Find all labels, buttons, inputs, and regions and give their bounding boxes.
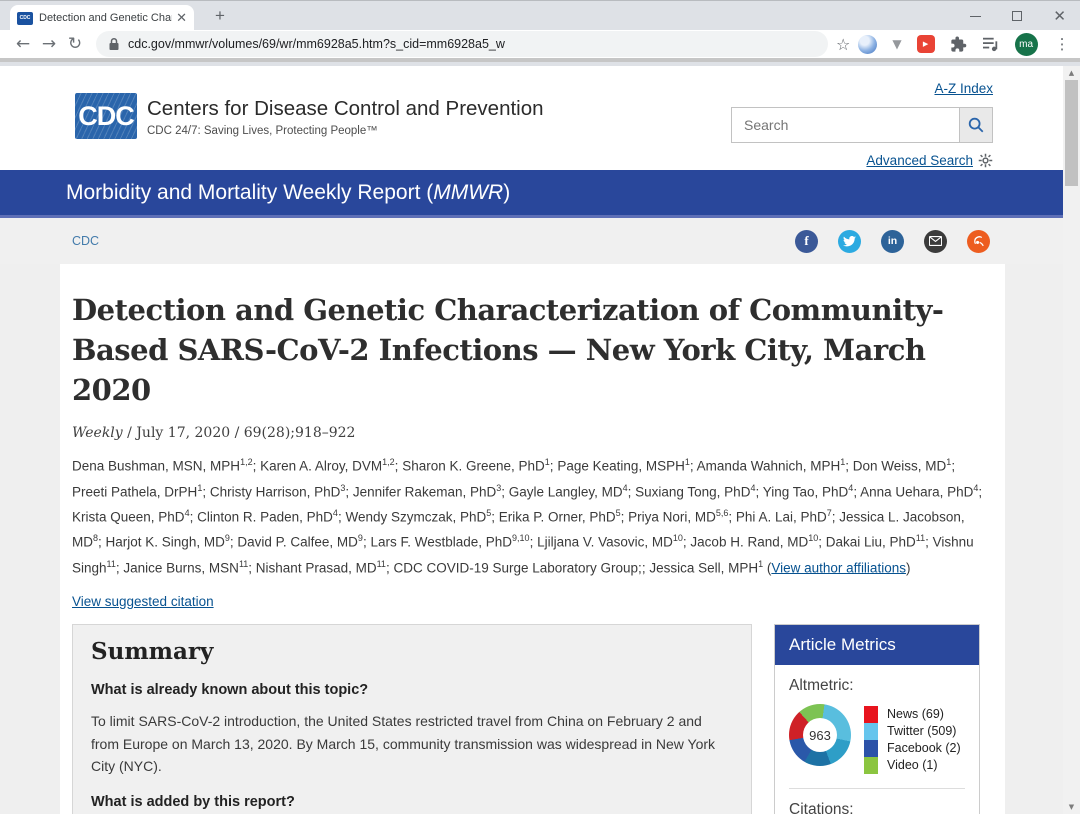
browser-menu-icon[interactable]: ⋮ [1054, 35, 1070, 53]
breadcrumb-strip: CDC f in [0, 218, 1063, 264]
agency-tagline: CDC 24/7: Saving Lives, Protecting Peopl… [147, 125, 378, 137]
author-list: Dena Bushman, MSN, MPH1,2; Karen A. Alro… [72, 457, 983, 576]
summary-heading: Summary [91, 638, 214, 666]
summary-question-1: What is already known about this topic? [91, 682, 369, 699]
legend-swatch [864, 757, 878, 775]
window-minimize-button[interactable] [970, 15, 982, 17]
lock-icon [109, 37, 119, 50]
altmetric-badge[interactable]: 963 [789, 704, 851, 767]
web-page: CDC Centers for Disease Control and Prev… [0, 66, 1063, 814]
legend-label: Twitter (509) [887, 724, 957, 739]
altmetric-score: 963 [809, 727, 831, 743]
cdc-logo[interactable]: CDC [75, 93, 137, 139]
article-metrics-heading: Article Metrics [775, 625, 979, 666]
profile-avatar[interactable]: ma [1014, 32, 1038, 56]
legend-swatch [864, 706, 878, 724]
content-background: Detection and Genetic Characterization o… [0, 264, 1063, 814]
facebook-icon[interactable]: f [795, 229, 818, 253]
search-button[interactable] [959, 107, 993, 143]
scroll-up-icon[interactable]: ▲ [1068, 69, 1075, 77]
article-card: Detection and Genetic Characterization o… [60, 264, 1005, 814]
citations-label: Citations: [789, 801, 854, 814]
window-close-button[interactable]: ✕ [1053, 7, 1066, 25]
playlist-icon[interactable] [982, 36, 1000, 52]
article-meta: Weekly / July 17, 2020 / 69(28);918–922 [72, 425, 356, 442]
cdc-site-header: CDC Centers for Disease Control and Prev… [0, 66, 1063, 170]
twitter-icon[interactable] [838, 229, 861, 253]
search-input[interactable] [731, 107, 959, 143]
altmetric-label: Altmetric: [789, 677, 854, 695]
legend-row: News (69) [864, 706, 961, 724]
browser-toolbar: ← → ↻ cdc.gov/mmwr/volumes/69/wr/mm6928a… [0, 30, 1080, 62]
extensions-puzzle-icon[interactable] [950, 35, 967, 53]
article-title: Detection and Genetic Characterization o… [72, 293, 944, 408]
cdc-favicon-icon: CDC [17, 11, 33, 25]
tab-close-icon[interactable]: ✕ [176, 10, 187, 26]
legend-row: Video (1) [864, 757, 961, 775]
address-bar[interactable]: cdc.gov/mmwr/volumes/69/wr/mm6928a5.htm?… [96, 31, 828, 57]
summary-box: Summary What is already known about this… [72, 624, 752, 814]
extension-blue-icon[interactable] [858, 34, 878, 54]
linkedin-icon[interactable]: in [881, 229, 904, 253]
forward-icon[interactable]: → [41, 34, 57, 54]
new-tab-button[interactable]: + [215, 6, 225, 25]
advanced-search-link[interactable]: Advanced Search [866, 153, 973, 168]
agency-name: Centers for Disease Control and Preventi… [147, 97, 544, 120]
scrollbar-thumb[interactable] [1065, 80, 1078, 186]
divider [789, 788, 965, 790]
breadcrumb-cdc-link[interactable]: CDC [72, 234, 100, 248]
bookmark-star-icon[interactable]: ☆ [836, 34, 851, 54]
browser-tab[interactable]: CDC Detection and Genetic Charact ✕ [10, 5, 194, 31]
legend-row: Facebook (2) [864, 740, 961, 758]
author-affiliations-link[interactable]: View author affiliations [771, 560, 906, 576]
legend-swatch [864, 740, 878, 758]
gear-icon[interactable] [978, 153, 993, 168]
scroll-down-icon[interactable]: ▼ [1068, 803, 1075, 811]
window-maximize-button[interactable] [1012, 11, 1023, 21]
legend-label: Video (1) [887, 758, 938, 773]
mmwr-banner: Morbidity and Mortality Weekly Report (M… [0, 170, 1063, 218]
email-icon[interactable] [924, 229, 947, 253]
browser-tab-strip: CDC Detection and Genetic Charact ✕ + ✕ [0, 0, 1080, 31]
url-text: cdc.gov/mmwr/volumes/69/wr/mm6928a5.htm?… [128, 37, 505, 51]
extension-v-icon[interactable]: ▼ [892, 37, 902, 51]
reload-icon[interactable]: ↻ [67, 34, 83, 54]
altmetric-legend: News (69) Twitter (509) Facebook (2) Video … [864, 704, 961, 775]
article-metrics-panel: Article Metrics Altmetric: 963 News (69)… [774, 624, 980, 814]
tab-title: Detection and Genetic Charact [39, 12, 172, 24]
legend-row: Twitter (509) [864, 723, 961, 741]
az-index-link[interactable]: A-Z Index [934, 81, 993, 96]
legend-label: Facebook (2) [887, 741, 961, 756]
suggested-citation-link[interactable]: View suggested citation [72, 594, 214, 610]
syndicate-icon[interactable] [967, 229, 990, 253]
legend-label: News (69) [887, 707, 944, 722]
summary-question-2: What is added by this report? [91, 793, 295, 810]
search-icon [968, 117, 984, 133]
extension-shield-icon[interactable]: ▶ [916, 35, 935, 53]
legend-swatch [864, 723, 878, 741]
back-icon[interactable]: ← [15, 34, 31, 54]
summary-answer-1: To limit SARS-CoV-2 introduction, the Un… [91, 713, 716, 774]
page-scrollbar[interactable]: ▲ ▼ [1063, 66, 1080, 814]
